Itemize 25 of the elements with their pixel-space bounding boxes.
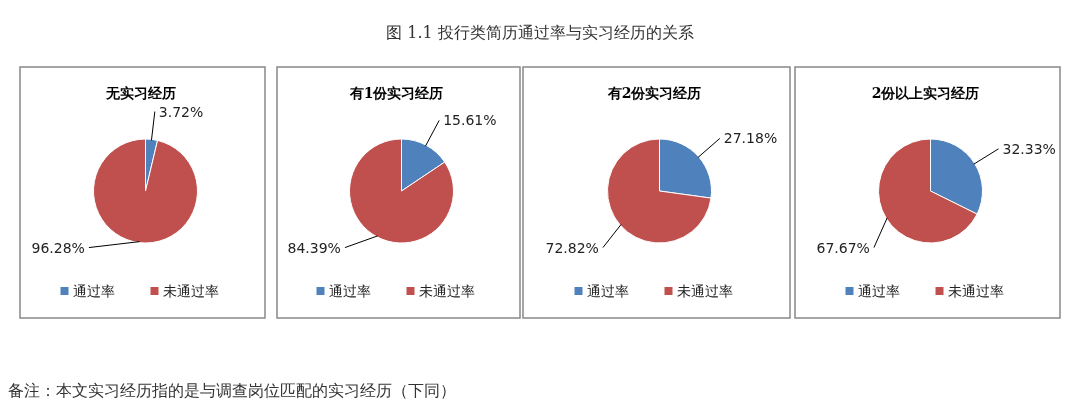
text: 图 1.1 投行类简历通过率与实习经历的关系 (386, 23, 694, 42)
data-label: 27.18% (723, 130, 778, 147)
pie-slice (349, 138, 454, 244)
data-label: 3.72% (158, 103, 204, 120)
chart-title: 有2份实习经历 (606, 85, 702, 101)
legend-label: 未通过率 (418, 283, 475, 299)
data-label: 96.28% (31, 239, 85, 256)
chart-title: 无实习经历 (104, 85, 176, 101)
chart-title: 2份以上实习经历 (871, 85, 980, 101)
legend-label: 未通过率 (162, 283, 219, 299)
text: 备注：本文实习经历指的是与调查岗位匹配的实习经历（下同） (8, 381, 456, 400)
pie-slice (607, 138, 712, 244)
data-label: 84.39% (287, 239, 341, 256)
data-label: 72.82% (545, 239, 599, 256)
chart-title: 有1份实习经历 (348, 85, 444, 101)
legend-label: 通过率 (328, 283, 371, 299)
legend-label: 通过率 (72, 283, 115, 299)
legend-label: 未通过率 (676, 283, 733, 299)
legend-label: 未通过率 (947, 283, 1004, 299)
legend-label: 通过率 (586, 283, 629, 299)
data-label: 67.67% (816, 239, 870, 256)
data-label: 32.33% (1002, 140, 1056, 157)
legend-label: 通过率 (857, 283, 900, 299)
data-label: 15.61% (443, 112, 497, 129)
pie-slice (93, 138, 198, 244)
